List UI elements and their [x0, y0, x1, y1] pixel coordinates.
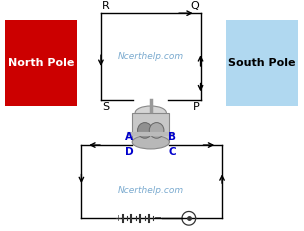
Text: P: P	[193, 102, 200, 112]
Ellipse shape	[149, 123, 164, 138]
Ellipse shape	[135, 106, 166, 120]
Text: −: −	[154, 213, 162, 223]
Text: South Pole: South Pole	[228, 58, 296, 68]
Text: B: B	[168, 132, 176, 142]
Text: North Pole: North Pole	[8, 58, 74, 68]
Bar	[5, 20, 78, 106]
Text: R: R	[102, 1, 110, 11]
Text: A: A	[125, 132, 133, 142]
Text: Ncerthelp.com: Ncerthelp.com	[118, 52, 184, 61]
Ellipse shape	[137, 123, 152, 138]
Text: Q: Q	[191, 1, 200, 11]
Text: S: S	[102, 102, 109, 112]
Ellipse shape	[132, 135, 169, 149]
Bar	[132, 113, 169, 142]
Text: +: +	[114, 214, 121, 223]
Bar	[226, 20, 298, 106]
Text: Ncerthelp.com: Ncerthelp.com	[118, 186, 184, 195]
Text: D: D	[125, 147, 133, 157]
Text: C: C	[168, 147, 176, 157]
